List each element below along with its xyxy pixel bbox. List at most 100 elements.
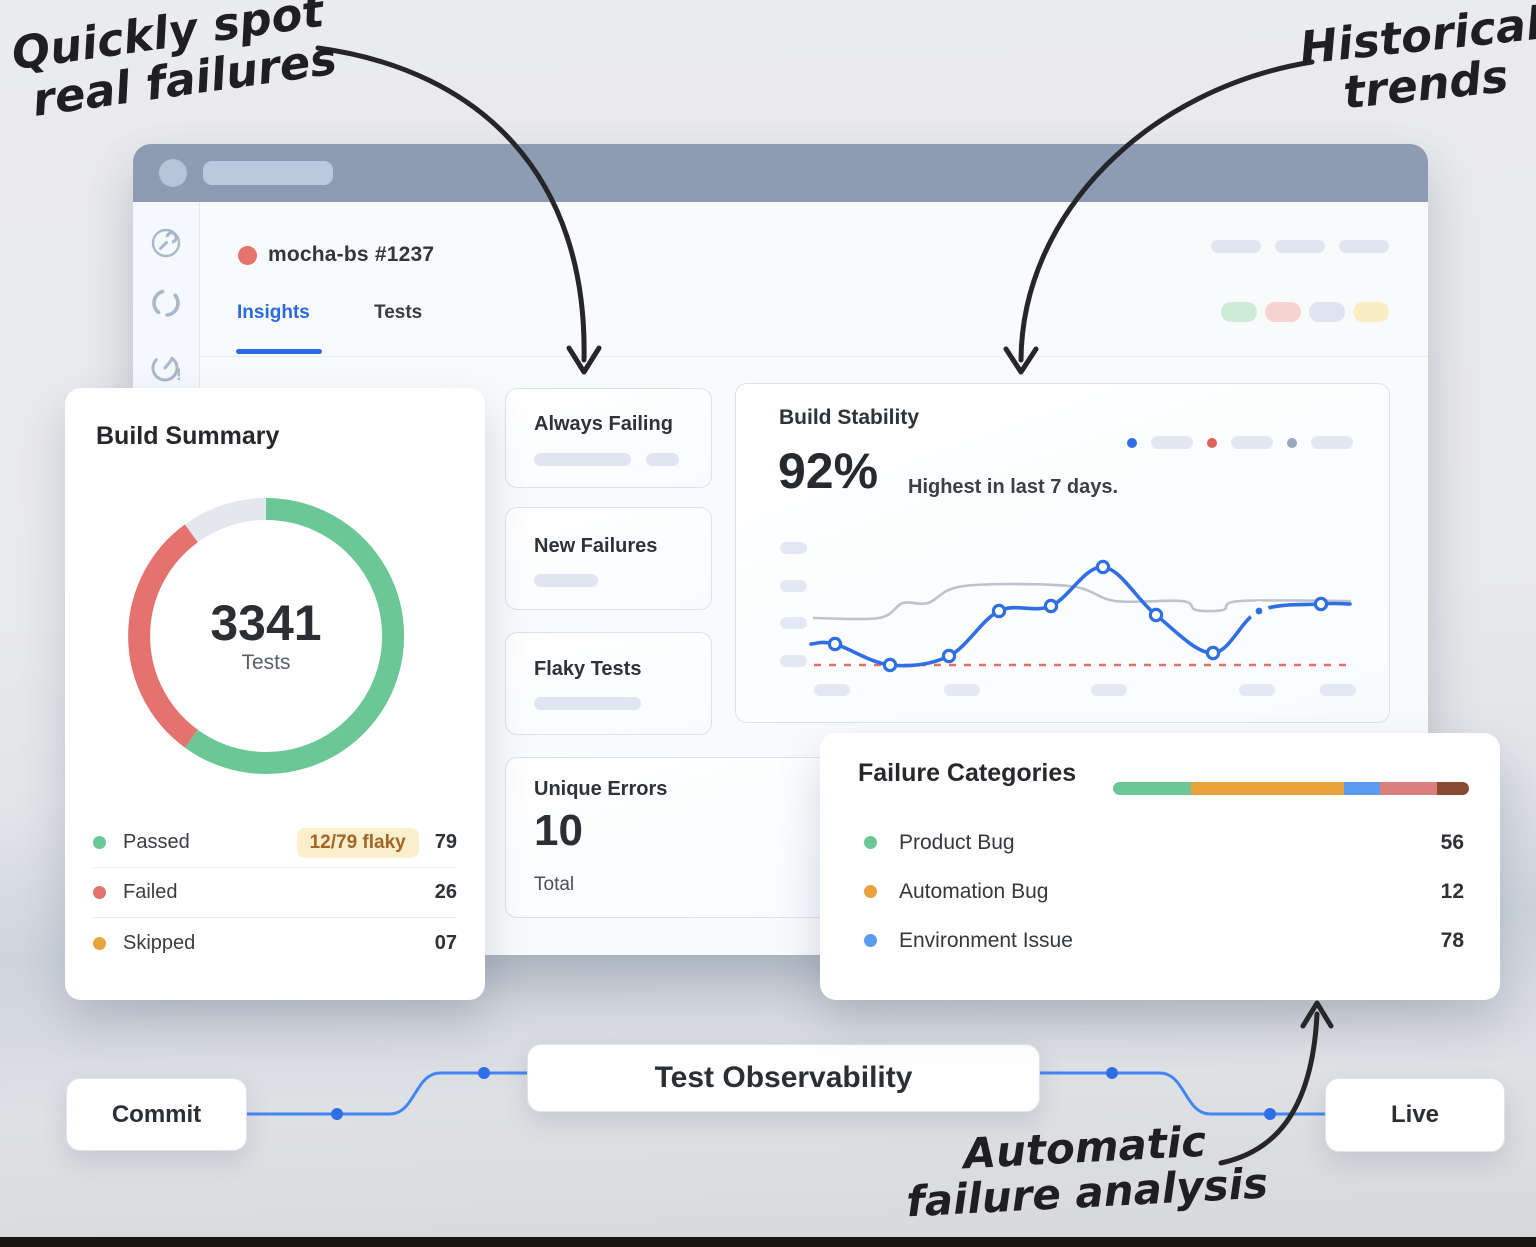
passed-value: 79 bbox=[434, 831, 457, 853]
unique-errors-card: Unique Errors 10 Total bbox=[505, 757, 831, 918]
legend-row-failed: Failed 26 bbox=[93, 868, 457, 918]
x-axis-skeleton bbox=[944, 684, 980, 696]
category-bar-segment bbox=[1379, 782, 1437, 795]
skeleton-bar bbox=[534, 453, 631, 466]
legend-dot-baseline bbox=[1207, 437, 1217, 448]
x-axis-skeleton bbox=[814, 684, 850, 696]
flow-dot bbox=[331, 1108, 343, 1120]
skipped-dot bbox=[93, 936, 106, 950]
category-bar-segment bbox=[1344, 782, 1380, 795]
flow-dot bbox=[478, 1067, 490, 1079]
skeleton-bar bbox=[646, 453, 679, 466]
build-stability-card: Build Stability 92% Highest in last 7 da… bbox=[735, 383, 1390, 723]
y-axis-skeleton bbox=[780, 542, 807, 554]
header-divider bbox=[200, 356, 1428, 357]
x-axis-skeleton bbox=[1091, 684, 1127, 696]
window-titlebar bbox=[133, 144, 1428, 202]
category-bar-segment bbox=[1113, 782, 1192, 795]
build-summary-title: Build Summary bbox=[96, 422, 280, 450]
arrow-automatic-analysis-head bbox=[1300, 1000, 1334, 1029]
always-failing-title: Always Failing bbox=[534, 413, 673, 435]
annotation-automatic-failure-analysis: Automatic failure analysis bbox=[905, 1116, 1270, 1227]
build-stability-title: Build Stability bbox=[779, 406, 920, 429]
category-row-product-bug: Product Bug 56 bbox=[850, 818, 1470, 867]
environment-issue-value: 78 bbox=[1440, 928, 1464, 952]
filter-chips-skeleton-row bbox=[1221, 302, 1389, 322]
titlebar-url-placeholder bbox=[203, 161, 333, 185]
category-row-environment-issue: Environment Issue 78 bbox=[850, 916, 1470, 965]
failed-dot bbox=[93, 886, 106, 899]
passed-label: Passed bbox=[123, 831, 190, 853]
failed-value: 26 bbox=[434, 881, 457, 903]
svg-text:!: ! bbox=[176, 365, 182, 384]
flaky-badge: 12/79 flaky bbox=[296, 827, 419, 858]
flow-dot bbox=[1106, 1067, 1118, 1079]
clock-alert-icon[interactable]: ! bbox=[149, 351, 183, 385]
flaky-tests-title: Flaky Tests bbox=[534, 658, 642, 680]
unique-errors-title: Unique Errors bbox=[534, 778, 668, 800]
x-axis-skeleton bbox=[1239, 684, 1275, 696]
flow-node-live: Live bbox=[1325, 1078, 1505, 1152]
failure-categories-stacked-bar bbox=[1113, 782, 1469, 795]
flaky-tests-card: Flaky Tests bbox=[505, 632, 712, 735]
product-bug-dot bbox=[864, 836, 877, 849]
failure-categories-title: Failure Categories bbox=[858, 759, 1077, 787]
y-axis-skeleton bbox=[780, 617, 807, 629]
failure-categories-card: Failure Categories Product Bug 56 Automa… bbox=[820, 733, 1500, 1000]
failed-label: Failed bbox=[123, 881, 178, 903]
skipped-value: 07 bbox=[434, 931, 457, 954]
product-bug-value: 56 bbox=[1440, 830, 1464, 854]
tests-donut-chart bbox=[128, 498, 405, 774]
y-axis-skeleton bbox=[780, 655, 807, 667]
x-axis-skeleton bbox=[1320, 684, 1356, 696]
titlebar-avatar-placeholder bbox=[159, 159, 187, 187]
bottom-edge-bar bbox=[0, 1237, 1536, 1247]
product-bug-label: Product Bug bbox=[899, 830, 1015, 854]
tab-insights[interactable]: Insights bbox=[237, 302, 310, 323]
y-axis-skeleton bbox=[780, 580, 807, 592]
connector-observability-to-live bbox=[1040, 1071, 1325, 1116]
legend-dot-previous bbox=[1287, 437, 1297, 448]
stability-caption: Highest in last 7 days. bbox=[908, 476, 1119, 498]
category-row-automation-bug: Automation Bug 12 bbox=[850, 867, 1470, 916]
annotation-historical-trends: Historical trends bbox=[1297, 0, 1536, 119]
skipped-label: Skipped bbox=[123, 931, 196, 954]
always-failing-card: Always Failing bbox=[505, 388, 712, 488]
legend-dot-current bbox=[1127, 437, 1137, 448]
active-tab-underline bbox=[236, 349, 322, 354]
failure-categories-rows: Product Bug 56 Automation Bug 12 Environ… bbox=[850, 818, 1470, 965]
category-bar-segment bbox=[1191, 782, 1345, 795]
build-name: mocha-bs #1237 bbox=[268, 243, 435, 266]
build-summary-legend: Passed 12/79 flaky 79 Failed 26 Skipped … bbox=[93, 818, 457, 968]
unique-errors-value: 10 bbox=[534, 806, 583, 855]
skeleton-bar bbox=[534, 574, 598, 587]
automation-bug-label: Automation Bug bbox=[899, 879, 1049, 903]
passed-dot bbox=[93, 836, 106, 849]
build-summary-card: Build Summary 3341 Tests Passed 12/79 fl… bbox=[65, 388, 485, 1000]
automation-bug-dot bbox=[864, 885, 877, 898]
wrench-icon[interactable] bbox=[149, 226, 183, 260]
automation-bug-value: 12 bbox=[1440, 879, 1464, 903]
new-failures-title: New Failures bbox=[534, 535, 658, 557]
stability-percent: 92% bbox=[778, 443, 879, 499]
flow-dot bbox=[1264, 1108, 1276, 1120]
connector-commit-to-observability bbox=[247, 1071, 527, 1116]
tab-tests[interactable]: Tests bbox=[374, 302, 423, 323]
legend-row-skipped: Skipped 07 bbox=[93, 918, 457, 968]
build-status-dot bbox=[238, 246, 257, 265]
environment-issue-dot bbox=[864, 934, 877, 947]
unique-errors-label: Total bbox=[534, 874, 575, 895]
flow-node-commit: Commit bbox=[66, 1078, 247, 1151]
new-failures-card: New Failures bbox=[505, 507, 712, 610]
loader-icon[interactable] bbox=[149, 286, 183, 320]
toolbar-skeleton-row bbox=[1211, 240, 1389, 253]
annotation-quickly-spot: Quickly spot real failures bbox=[8, 0, 340, 127]
environment-issue-label: Environment Issue bbox=[899, 928, 1073, 952]
skeleton-bar bbox=[534, 697, 641, 710]
category-bar-segment bbox=[1436, 782, 1469, 795]
stability-line-chart bbox=[809, 559, 1352, 673]
flow-node-test-observability: Test Observability bbox=[527, 1044, 1040, 1112]
legend-row-passed: Passed 12/79 flaky 79 bbox=[93, 818, 457, 868]
stability-chart-legend bbox=[1127, 436, 1353, 449]
